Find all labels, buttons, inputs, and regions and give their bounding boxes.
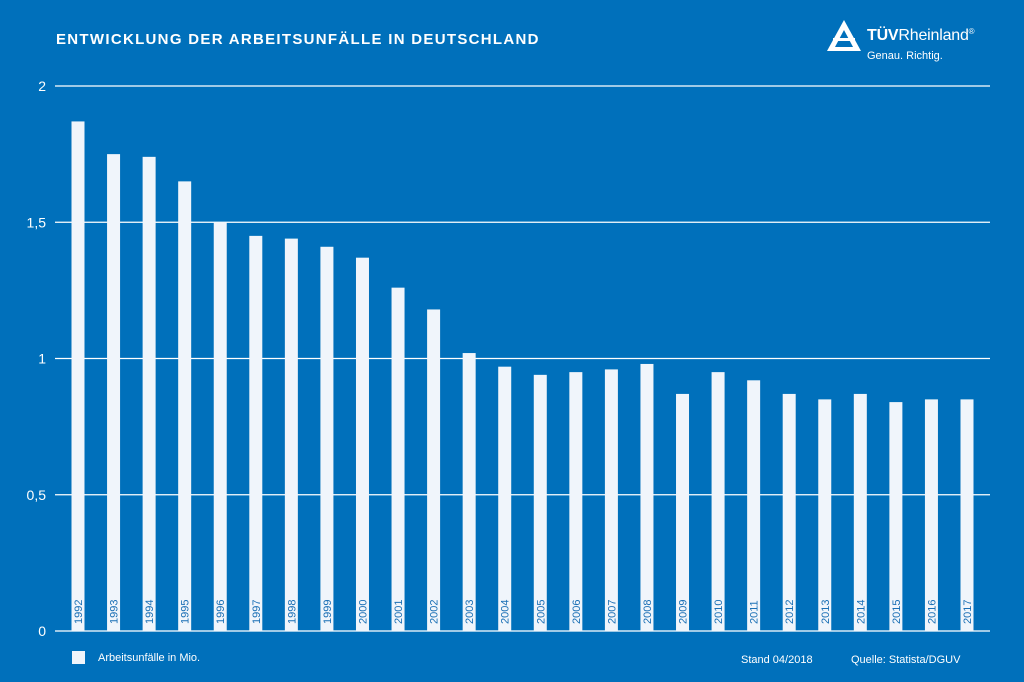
bar — [107, 154, 121, 631]
bar — [142, 156, 156, 631]
y-tick-label: 1 — [38, 351, 46, 367]
bar-year-label: 1995 — [180, 600, 192, 624]
bar — [498, 366, 512, 631]
bar-year-label: 2003 — [464, 600, 476, 624]
bar — [569, 372, 583, 631]
bar-year-label: 2012 — [784, 600, 796, 624]
bar — [960, 399, 974, 631]
bar-year-label: 2013 — [820, 600, 832, 624]
bar — [676, 393, 690, 631]
bar-year-label: 2009 — [678, 600, 690, 624]
bar — [818, 399, 832, 631]
bar-year-label: 2015 — [891, 600, 903, 624]
bar-year-label: 2001 — [393, 600, 405, 624]
bar — [284, 238, 298, 631]
logo-brand-bold: TÜV — [867, 27, 899, 44]
bar — [249, 235, 263, 631]
logo-brand-rest: Rheinland — [898, 27, 969, 44]
bar — [747, 380, 761, 631]
y-tick-label: 0 — [38, 623, 46, 639]
bar-year-label: 1994 — [144, 600, 156, 624]
bar — [213, 222, 227, 631]
bar — [178, 181, 192, 631]
source-note: Quelle: Statista/DGUV — [851, 654, 961, 666]
bar-year-label: 2008 — [642, 600, 654, 624]
bar — [604, 369, 618, 631]
tuv-logo: TÜVRheinland® Genau. Richtig. — [827, 18, 1007, 66]
bar-year-label: 2016 — [926, 600, 938, 624]
bar-year-label: 2000 — [357, 600, 369, 624]
bar — [889, 402, 903, 631]
bar — [391, 287, 405, 631]
y-tick-label: 2 — [38, 78, 46, 94]
bar-year-label: 1999 — [322, 600, 334, 624]
bar-year-label: 2004 — [500, 600, 512, 624]
bar — [711, 372, 725, 631]
logo-slogan: Genau. Richtig. — [867, 50, 943, 62]
bar-year-label: 2017 — [962, 600, 974, 624]
bar — [462, 353, 476, 631]
logo-brand: TÜVRheinland® — [867, 27, 975, 45]
bar — [355, 257, 369, 631]
stand-date: Stand 04/2018 — [741, 654, 813, 666]
legend-label: Arbeitsunfälle in Mio. — [98, 652, 201, 664]
bar-year-label: 2005 — [535, 600, 547, 624]
bar-year-label: 1992 — [73, 600, 85, 624]
bar-year-label: 1996 — [215, 600, 227, 624]
chart-title: ENTWICKLUNG DER ARBEITSUNFÄLLE IN DEUTSC… — [56, 31, 540, 48]
bar-year-label: 2002 — [429, 600, 441, 624]
logo-registered-mark: ® — [968, 27, 975, 36]
bar-year-label: 2007 — [606, 600, 618, 624]
bar — [924, 399, 938, 631]
bar — [640, 363, 654, 631]
bar — [320, 246, 334, 631]
tuv-triangle-icon — [827, 20, 861, 51]
bar-year-label: 1993 — [109, 600, 121, 624]
bar-year-label: 2006 — [571, 600, 583, 624]
bar — [533, 374, 547, 631]
bar — [853, 393, 867, 631]
bar-year-label: 2010 — [713, 600, 725, 624]
bar-year-label: 1997 — [251, 600, 263, 624]
bar — [782, 393, 796, 631]
bar-year-label: 2014 — [855, 600, 867, 624]
bar — [427, 309, 441, 631]
legend-swatch — [72, 651, 85, 664]
y-tick-label: 0,5 — [27, 487, 47, 503]
bar-year-label: 1998 — [286, 600, 298, 624]
y-tick-label: 1,5 — [27, 214, 47, 230]
bar — [71, 121, 85, 632]
bar-year-label: 2011 — [749, 600, 761, 624]
